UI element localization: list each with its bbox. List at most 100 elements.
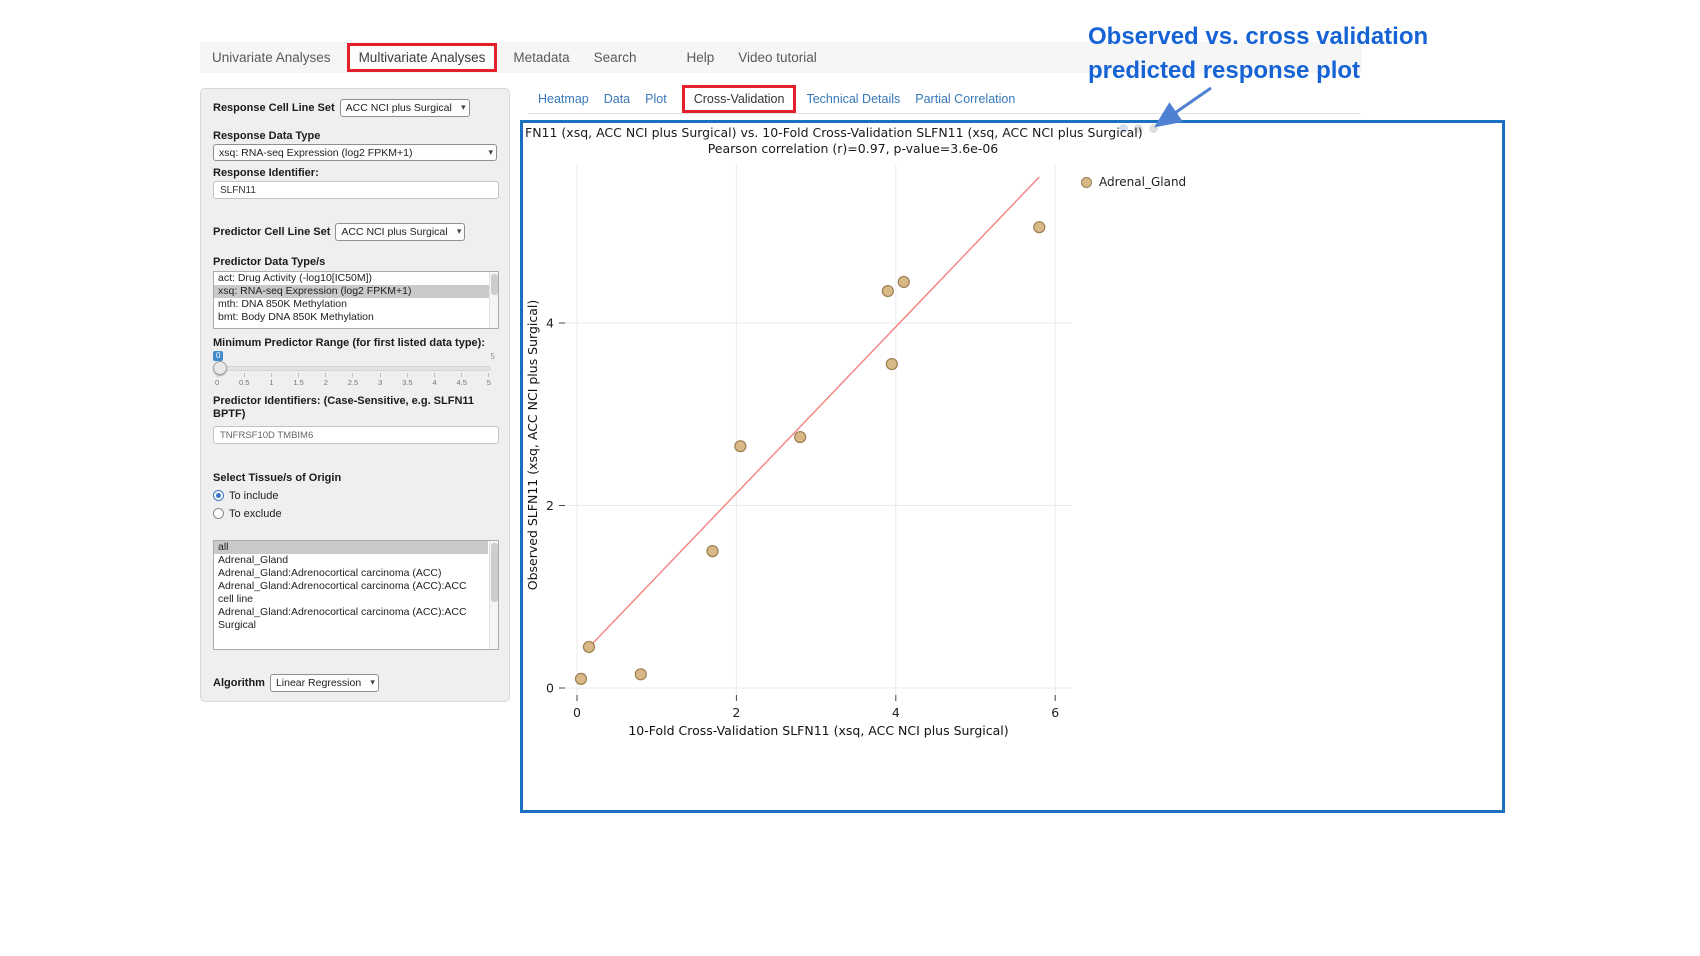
x-tick-label: 2: [732, 705, 740, 720]
slider-tick-label: 2.5: [348, 373, 358, 387]
data-point[interactable]: [881, 284, 894, 298]
slider-track[interactable]: [215, 366, 491, 371]
list-item[interactable]: Adrenal_Gland:Adrenocortical carcinoma (…: [218, 567, 442, 579]
list-item[interactable]: Adrenal_Gland:Adrenocortical carcinoma (…: [218, 580, 467, 605]
slider-tick-label: 1.5: [293, 373, 303, 387]
annotation-line-2: predicted response plot: [1088, 57, 1361, 84]
algorithm-dropdown-wrap: Linear Regression: [269, 674, 379, 692]
slider-tick-label: 1: [269, 373, 273, 387]
scrollbar[interactable]: [489, 541, 498, 649]
slider-tick-label: 4.5: [456, 373, 466, 387]
data-point[interactable]: [885, 357, 898, 371]
scrollbar-thumb[interactable]: [491, 543, 498, 603]
nav-help[interactable]: Help: [686, 50, 715, 65]
list-item[interactable]: bmt: Body DNA 850K Methylation: [218, 311, 374, 323]
radio-to-include[interactable]: [213, 490, 224, 501]
list-item[interactable]: act: Drug Activity (-log10[IC50M]): [218, 272, 373, 284]
x-tick-label: 4: [892, 705, 900, 720]
response-identifier-label: Response Identifier:: [213, 167, 319, 179]
nav-metadata[interactable]: Metadata: [513, 50, 570, 65]
data-point[interactable]: [574, 672, 588, 685]
response-cell-line-set-select[interactable]: ACC NCI plus Surgical: [339, 99, 470, 117]
data-point[interactable]: [897, 275, 910, 289]
response-data-type-select[interactable]: xsq: RNA-seq Expression (log2 FPKM+1): [213, 144, 497, 161]
top-navigation: Univariate Analyses Multivariate Analyse…: [200, 42, 1362, 73]
data-point[interactable]: [634, 668, 647, 681]
controls-sidebar: Response Cell Line Set ACC NCI plus Surg…: [200, 88, 510, 702]
tab-plot[interactable]: Plot: [645, 92, 667, 106]
plot-modebar: [1119, 124, 1158, 133]
response-identifier-input[interactable]: [213, 181, 499, 199]
annotation-line-1: Observed vs. cross validation: [1088, 23, 1429, 50]
cross-validation-plot-panel: FN11 (xsq, ACC NCI plus Surgical) vs. 10…: [520, 120, 1505, 813]
list-item[interactable]: all: [214, 541, 488, 554]
tabs-divider: [528, 113, 1361, 114]
plot-title: FN11 (xsq, ACC NCI plus Surgical) vs. 10…: [525, 125, 1143, 140]
tab-cross-validation[interactable]: Cross-Validation: [681, 85, 797, 113]
radio-to-exclude[interactable]: [213, 508, 224, 519]
min-predictor-range-slider: 0 5 0 0.5 1 1.5 2 2.5 3 3.5 4 4.5 5: [213, 351, 495, 387]
predictor-cell-line-set-dropdown-wrap: ACC NCI plus Surgical: [335, 223, 466, 241]
tissue-origin-label: Select Tissue/s of Origin: [213, 472, 342, 484]
list-item[interactable]: xsq: RNA-seq Expression (log2 FPKM+1): [214, 285, 498, 298]
tab-technical-details[interactable]: Technical Details: [806, 92, 901, 106]
response-cell-line-set-dropdown-wrap: ACC NCI plus Surgical: [339, 99, 470, 117]
data-point[interactable]: [794, 430, 807, 444]
radio-to-exclude-label: To exclude: [229, 507, 282, 520]
slider-value-badge: 0: [213, 351, 224, 361]
response-data-type-dropdown-wrap: xsq: RNA-seq Expression (log2 FPKM+1): [213, 144, 497, 161]
slider-tick-label: 3.5: [402, 373, 412, 387]
annotation-callout: Observed vs. cross validation predicted …: [1088, 20, 1428, 88]
modebar-pan-icon[interactable]: [1149, 124, 1158, 133]
slider-ticks: 0 0.5 1 1.5 2 2.5 3 3.5 4 4.5 5: [215, 373, 491, 387]
tissue-origin-listbox[interactable]: all Adrenal_Gland Adrenal_Gland:Adrenoco…: [213, 540, 499, 650]
modebar-camera-icon[interactable]: [1119, 124, 1128, 133]
response-cell-line-set-label: Response Cell Line Set: [213, 102, 335, 114]
x-axis-label: 10-Fold Cross-Validation SLFN11 (xsq, AC…: [628, 723, 1008, 738]
algorithm-select[interactable]: Linear Regression: [269, 674, 379, 692]
predictor-data-types-label: Predictor Data Type/s: [213, 256, 326, 268]
y-tick-label: 4: [546, 316, 554, 331]
x-tick-label: 6: [1051, 705, 1059, 720]
slider-tick-label: 2: [324, 373, 328, 387]
algorithm-label: Algorithm: [213, 677, 265, 689]
response-data-type-label: Response Data Type: [213, 130, 321, 142]
min-predictor-range-label: Minimum Predictor Range (for first liste…: [213, 337, 485, 349]
data-point[interactable]: [734, 440, 747, 453]
predictor-data-types-listbox[interactable]: act: Drug Activity (-log10[IC50M]) xsq: …: [213, 271, 499, 329]
slider-tick-label: 0.5: [239, 373, 249, 387]
data-point[interactable]: [582, 640, 596, 654]
slider-tick-label: 0: [215, 373, 219, 387]
nav-search[interactable]: Search: [593, 50, 637, 65]
modebar-zoom-icon[interactable]: [1134, 124, 1143, 133]
predictor-identifiers-input[interactable]: [213, 426, 499, 444]
x-tick-label: 0: [573, 705, 581, 720]
result-tabs: Heatmap Data Plot Cross-Validation Techn…: [538, 84, 1030, 114]
nav-video-tutorial[interactable]: Video tutorial: [738, 50, 817, 65]
slider-max-label: 5: [490, 352, 495, 361]
scrollbar[interactable]: [489, 272, 498, 328]
tab-partial-correlation[interactable]: Partial Correlation: [915, 92, 1016, 106]
plot-legend: Adrenal_Gland: [1081, 175, 1186, 189]
slider-handle[interactable]: [213, 361, 227, 375]
predictor-cell-line-set-select[interactable]: ACC NCI plus Surgical: [335, 223, 466, 241]
nav-multivariate-analyses[interactable]: Multivariate Analyses: [346, 43, 498, 72]
predictor-cell-line-set-label: Predictor Cell Line Set: [213, 226, 331, 238]
list-item[interactable]: Adrenal_Gland:Adrenocortical carcinoma (…: [218, 606, 467, 631]
tab-heatmap[interactable]: Heatmap: [538, 92, 589, 106]
list-item[interactable]: Adrenal_Gland: [218, 554, 289, 566]
legend-marker: [1081, 176, 1092, 188]
nav-univariate-analyses[interactable]: Univariate Analyses: [212, 50, 331, 65]
tab-data[interactable]: Data: [603, 92, 631, 106]
data-point[interactable]: [1033, 221, 1046, 234]
radio-to-include-label: To include: [229, 489, 279, 502]
data-point[interactable]: [706, 545, 719, 558]
legend-label: Adrenal_Gland: [1099, 175, 1187, 189]
y-tick-label: 2: [546, 498, 554, 513]
y-axis-label: Observed SLFN11 (xsq, ACC NCI plus Surgi…: [525, 300, 540, 590]
slider-tick-label: 4: [432, 373, 436, 387]
list-item[interactable]: mth: DNA 850K Methylation: [218, 298, 347, 310]
slider-tick-label: 3: [378, 373, 382, 387]
scrollbar-thumb[interactable]: [491, 274, 498, 296]
